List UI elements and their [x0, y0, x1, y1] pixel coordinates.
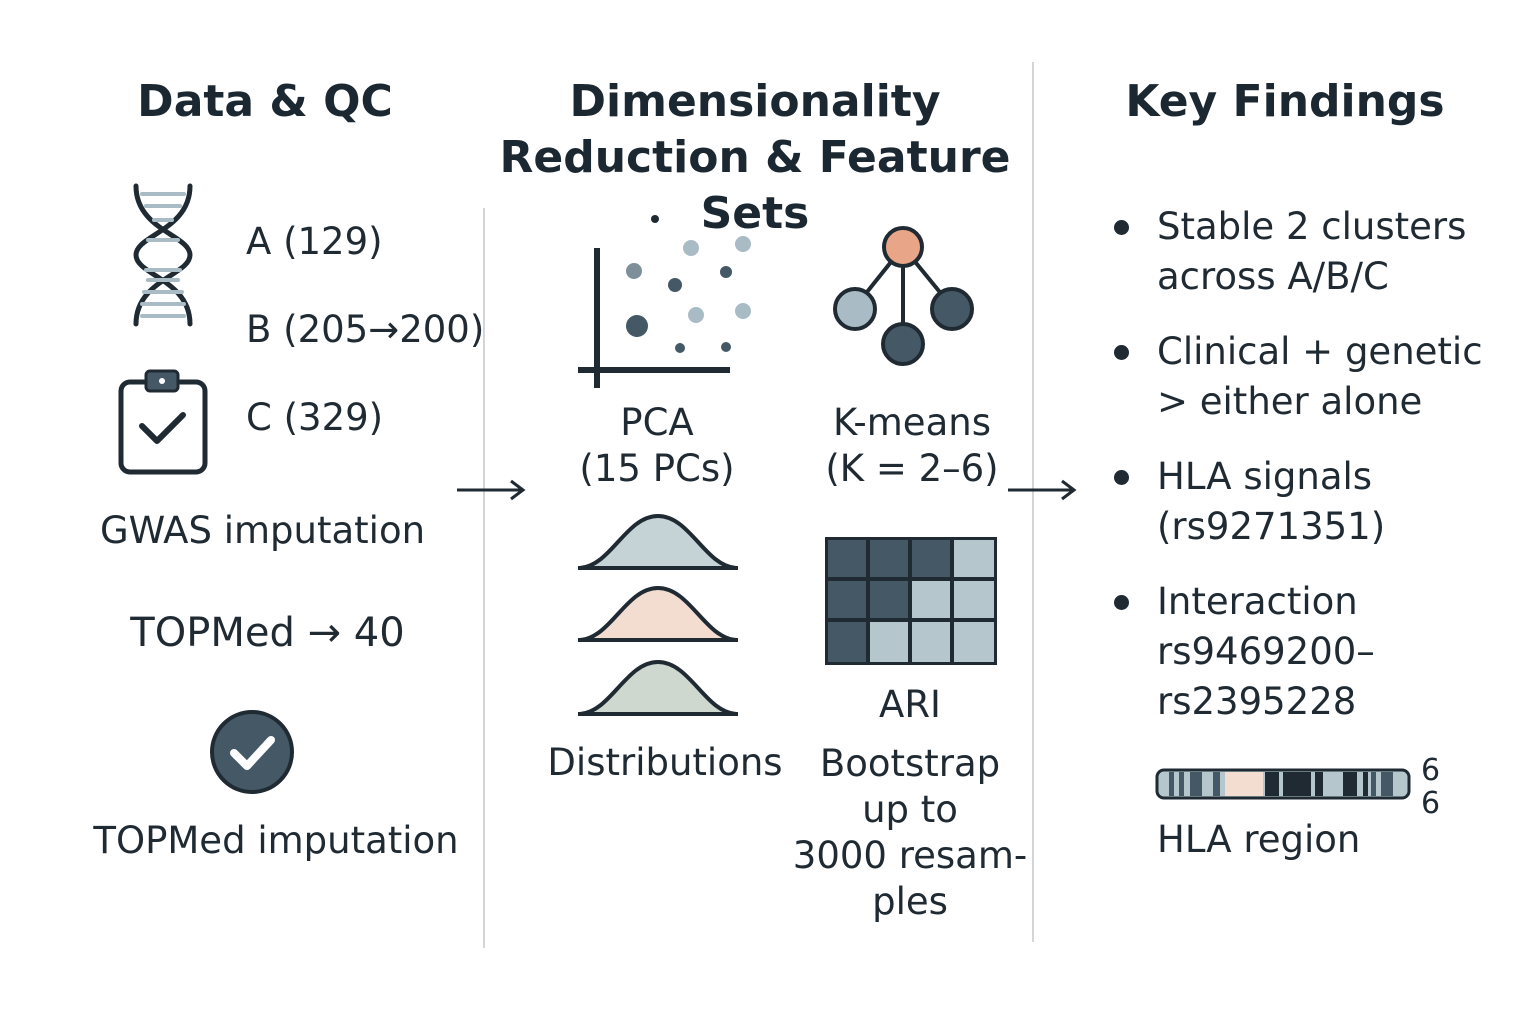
data-qc-title: Data & QC	[137, 76, 393, 127]
bootstrap-line-3: 3000 resam-	[792, 834, 1028, 877]
topmed-imputation-label: TOPMed imputation	[93, 819, 459, 862]
heatmap-grid-icon	[825, 537, 997, 665]
pca-label: PCA (15 PCs)	[567, 400, 747, 492]
dim-reduction-title-line1: Dimensionality	[569, 76, 941, 127]
cohort-a-label: A (129)	[246, 220, 383, 263]
finding-2-line-2: > either alone	[1157, 380, 1423, 423]
column-divider-left	[483, 208, 485, 948]
bootstrap-line-4: ples	[872, 880, 948, 923]
distributions-label: Distributions	[547, 741, 783, 784]
chromosome-number-1: 6	[1421, 753, 1441, 788]
bootstrap-label: Bootstrap up to 3000 resam- ples	[790, 741, 1030, 925]
arrow-right-icon	[457, 479, 526, 501]
hla-region-label: HLA region	[1157, 818, 1361, 861]
key-findings-title: Key Findings	[1125, 76, 1445, 127]
clipboard-check-icon	[118, 369, 208, 475]
column-divider-right	[1032, 62, 1034, 942]
dim-reduction-title: Dimensionality Reduction & Feature Sets	[470, 74, 1040, 242]
pca-title: PCA	[620, 401, 694, 444]
bootstrap-line-1: Bootstrap	[819, 742, 1001, 785]
check-circle-icon	[210, 710, 294, 794]
arrow-right-icon	[1008, 479, 1077, 501]
cluster-tree-icon	[833, 226, 974, 366]
kmeans-title: K-means	[833, 401, 991, 444]
topmed-count-label: TOPMed → 40	[130, 610, 405, 656]
cohort-c-label: C (329)	[246, 396, 384, 439]
dim-reduction-title-line2: Reduction & Feature Sets	[499, 132, 1011, 239]
finding-3-line-1: HLA signals	[1157, 455, 1373, 498]
chromosome-number: 6 6	[1421, 754, 1440, 820]
finding-3: HLA signals (rs9271351)	[1157, 452, 1385, 552]
finding-bullet	[1114, 470, 1129, 485]
chromosome-icon	[1155, 768, 1411, 800]
bootstrap-line-2: up to	[862, 788, 958, 831]
finding-3-line-2: (rs9271351)	[1157, 505, 1386, 548]
cohort-b-label: B (205→200)	[246, 308, 485, 351]
finding-2-line-1: Clinical + genetic	[1157, 330, 1483, 373]
gwas-imputation-label: GWAS imputation	[99, 509, 426, 552]
kmeans-subtitle: (K = 2–6)	[825, 447, 999, 490]
finding-4-line-1: Interaction	[1157, 580, 1358, 623]
pca-subtitle: (15 PCs)	[579, 447, 735, 490]
finding-1-line-2: across A/B/C	[1157, 255, 1389, 298]
chromosome-number-2: 6	[1421, 786, 1441, 821]
finding-4-line-2: rs9469200–	[1157, 630, 1375, 673]
finding-2: Clinical + genetic > either alone	[1157, 327, 1483, 427]
finding-4: Interaction rs9469200– rs2395228	[1157, 577, 1375, 727]
finding-bullet	[1114, 345, 1129, 360]
kmeans-label: K-means (K = 2–6)	[812, 400, 1012, 492]
finding-4-line-3: rs2395228	[1157, 680, 1357, 723]
dna-icon	[133, 183, 193, 327]
distribution-curves-icon	[578, 513, 738, 716]
scatter-plot-icon	[578, 215, 751, 388]
ari-label: ARI	[879, 683, 941, 726]
finding-1: Stable 2 clusters across A/B/C	[1157, 202, 1466, 302]
finding-1-line-1: Stable 2 clusters	[1157, 205, 1467, 248]
finding-bullet	[1114, 220, 1129, 235]
finding-bullet	[1114, 595, 1129, 610]
